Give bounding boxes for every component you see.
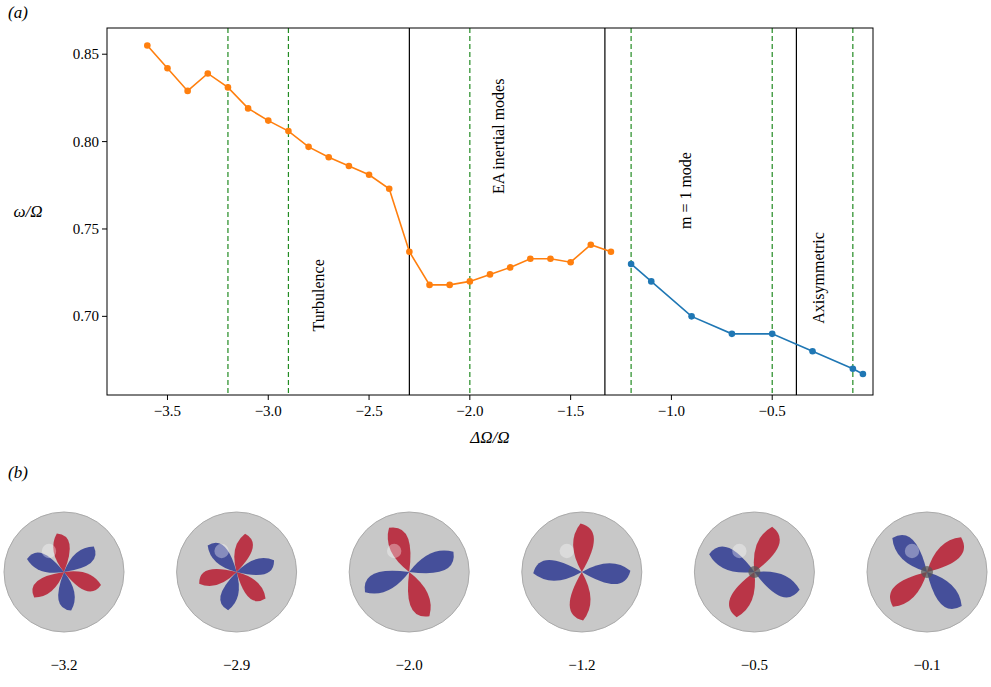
data-point <box>487 271 494 278</box>
data-point <box>547 255 554 262</box>
reference-line <box>469 28 470 395</box>
data-point <box>628 261 635 268</box>
data-point <box>325 154 332 161</box>
data-point <box>446 282 453 289</box>
snapshot-label: −2.0 <box>396 657 423 673</box>
snapshot-label: −0.5 <box>741 657 768 673</box>
y-tick-label: 0.85 <box>73 46 99 62</box>
y-tick-label: 0.75 <box>73 221 99 237</box>
region-label: m = 1 mode <box>677 152 694 229</box>
region-label: Axisymmetric <box>810 232 828 324</box>
snapshot-label: −0.1 <box>913 657 940 673</box>
x-tick <box>570 395 571 400</box>
data-point <box>527 255 534 262</box>
y-tick-label: 0.70 <box>73 308 99 324</box>
data-point <box>688 313 695 320</box>
data-point <box>366 172 373 179</box>
data-point <box>225 84 232 91</box>
y-tick <box>102 141 107 142</box>
panel-label: (b) <box>8 463 28 482</box>
x-tick <box>268 395 269 400</box>
snapshot <box>522 512 642 632</box>
data-point <box>184 88 191 95</box>
x-tick <box>671 395 672 400</box>
reference-line <box>772 28 773 395</box>
data-point <box>305 144 312 151</box>
data-point <box>406 248 413 255</box>
data-point <box>648 278 655 285</box>
data-point <box>386 185 393 192</box>
data-point <box>346 163 353 170</box>
x-tick-label: −3.0 <box>255 403 282 419</box>
figure: (a) −3.5 −3.0 −2.5 −2.0 −1.5 −1.0 −0.5 0.70 0.75 0… <box>0 0 991 687</box>
x-tick-label: −2.5 <box>355 403 382 419</box>
y-tick-label: 0.80 <box>73 134 99 150</box>
region-label: Turbulence <box>310 259 327 331</box>
snapshot-label: −1.2 <box>568 657 595 673</box>
reference-line <box>227 28 228 395</box>
series-line <box>631 264 863 374</box>
x-tick-label: −0.5 <box>759 403 786 419</box>
reference-line <box>288 28 289 395</box>
data-point <box>608 248 615 255</box>
data-point <box>164 65 171 72</box>
panel-label: (a) <box>8 3 28 22</box>
data-point <box>850 365 857 372</box>
x-tick <box>369 395 370 400</box>
x-axis-label: ΔΩ/Ω <box>469 428 509 447</box>
x-tick-label: −1.5 <box>557 403 584 419</box>
data-point <box>144 42 151 49</box>
data-point <box>204 70 211 77</box>
x-tick-label: −2.0 <box>456 403 483 419</box>
x-tick-label: −3.5 <box>154 403 181 419</box>
y-axis-label: ω/Ω <box>13 202 42 221</box>
snapshot <box>867 512 987 632</box>
data-point <box>587 241 594 248</box>
reference-line <box>631 28 632 395</box>
reference-line <box>604 28 605 395</box>
data-point <box>769 331 776 338</box>
snapshot <box>349 512 469 632</box>
snapshot <box>177 512 297 632</box>
data-point <box>467 278 474 285</box>
data-point <box>507 264 514 271</box>
plot-frame <box>107 28 873 395</box>
snapshot <box>4 512 124 632</box>
snapshot <box>694 512 814 632</box>
reference-line <box>852 28 853 395</box>
data-point <box>265 117 272 124</box>
data-point <box>729 331 736 338</box>
x-tick <box>167 395 168 400</box>
data-point <box>426 282 433 289</box>
y-tick <box>102 54 107 55</box>
data-point <box>285 128 292 135</box>
data-point <box>809 348 816 355</box>
series-line <box>147 45 611 284</box>
reference-line <box>796 28 797 395</box>
data-point <box>860 371 867 378</box>
x-tick-label: −1.0 <box>658 403 685 419</box>
region-label: EA inertial modes <box>490 79 507 195</box>
snapshot-label: −2.9 <box>223 657 250 673</box>
snapshot-label: −3.2 <box>50 657 77 673</box>
y-tick <box>102 316 107 317</box>
data-point <box>245 105 252 112</box>
data-point <box>567 259 574 266</box>
y-tick <box>102 228 107 229</box>
x-tick <box>469 395 470 400</box>
plot-area <box>144 28 866 395</box>
x-tick <box>772 395 773 400</box>
reference-line <box>409 28 410 395</box>
